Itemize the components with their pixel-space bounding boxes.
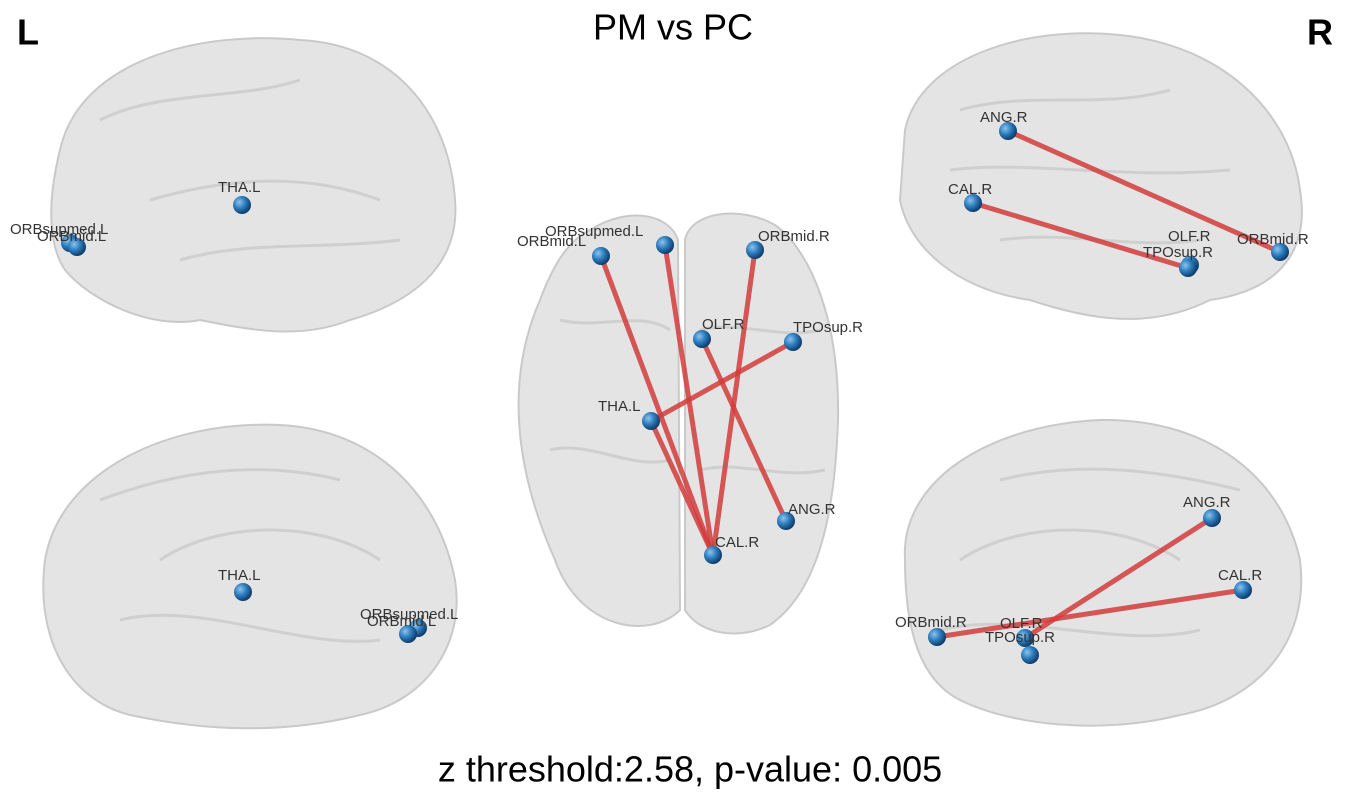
connection: [699, 336, 789, 524]
node-label: ORBmid.L: [517, 233, 586, 250]
node-label: ORBsupmed.L: [10, 221, 108, 238]
connection: [1005, 128, 1283, 255]
node: [777, 512, 795, 530]
node-label: ORBmid.R: [895, 614, 967, 631]
node-label: ORBmid.R: [758, 228, 830, 245]
node: [746, 241, 764, 259]
node: [1021, 646, 1039, 664]
connection: [970, 200, 1191, 271]
node: [1271, 243, 1289, 261]
node: [656, 236, 674, 254]
node: [399, 625, 417, 643]
node: [234, 583, 252, 601]
node-label: ANG.R: [788, 501, 836, 518]
node: [233, 196, 251, 214]
node-label: OLF.R: [1168, 228, 1211, 245]
node-label: OLF.R: [1000, 615, 1043, 632]
node-label: ANG.R: [1183, 494, 1231, 511]
node-label: OLF.R: [702, 316, 745, 333]
node: [1203, 509, 1221, 527]
node: [1234, 581, 1252, 599]
node: [999, 122, 1017, 140]
node: [964, 194, 982, 212]
right-side-label: R: [1307, 12, 1333, 53]
node-label: THA.L: [218, 179, 261, 196]
node: [1016, 629, 1034, 647]
node-label: CAL.R: [1218, 567, 1262, 584]
left-side-label: L: [17, 12, 39, 53]
footer: z threshold:2.58, p-value: 0.005: [438, 749, 942, 790]
node: [704, 546, 722, 564]
node-label: ORBsupmed.L: [545, 223, 643, 240]
connection: [598, 253, 716, 558]
node: [68, 238, 86, 256]
node-label: ANG.R: [980, 109, 1028, 126]
node-label: ORBmid.L: [37, 228, 106, 245]
node-label: TPOsup.R: [793, 319, 863, 336]
node-label: ORBsupmed.L: [360, 606, 458, 623]
node: [693, 330, 711, 348]
node: [1179, 259, 1197, 277]
node-label: THA.L: [598, 398, 641, 415]
connection: [934, 587, 1246, 640]
node-label: CAL.R: [715, 534, 759, 551]
connection: [648, 418, 716, 558]
node: [784, 333, 802, 351]
node: [928, 628, 946, 646]
node: [592, 247, 610, 265]
node-label: ORBmid.L: [367, 613, 436, 630]
node: [642, 412, 660, 430]
node-label: TPOsup.R: [985, 629, 1055, 646]
node-label: ORBmid.R: [1237, 231, 1309, 248]
node-label: TPOsup.R: [1143, 244, 1213, 261]
node-label: CAL.R: [948, 181, 992, 198]
brain-shapes: [42, 32, 1303, 730]
node-label: THA.L: [218, 567, 261, 584]
connection: [1022, 515, 1215, 641]
title: PM vs PC: [593, 7, 753, 48]
